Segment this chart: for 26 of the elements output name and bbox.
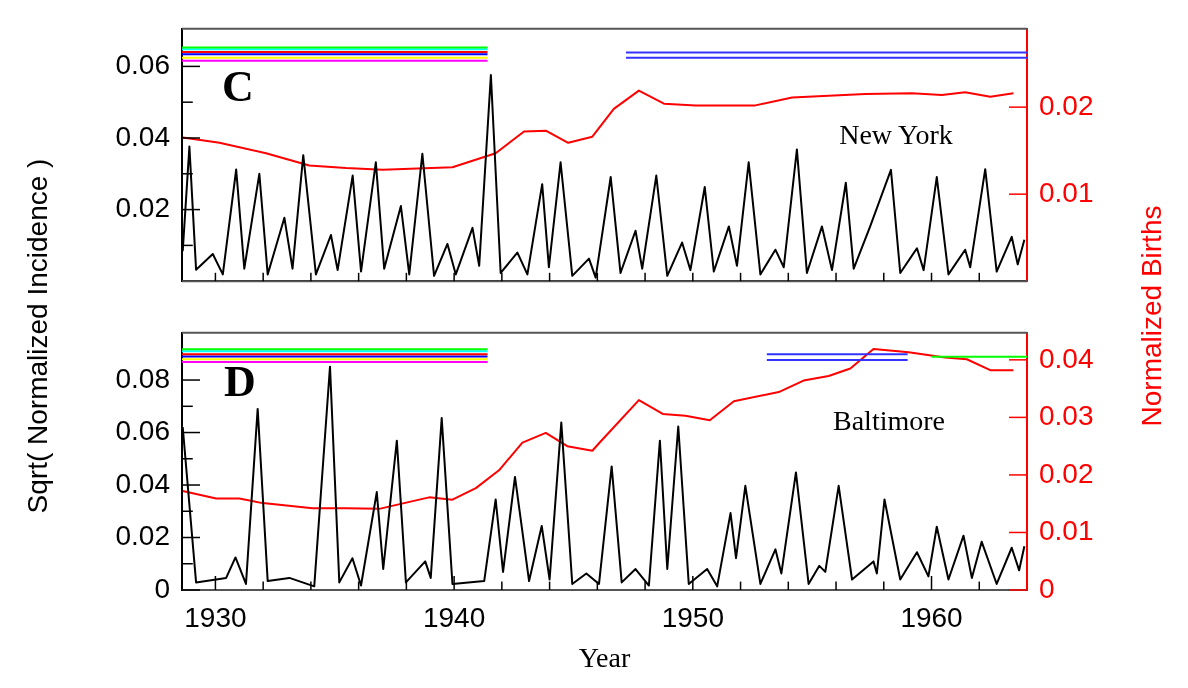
annotation: D	[224, 357, 256, 407]
y2-tick-label: 0	[1039, 572, 1055, 604]
y2-tick-label: 0.01	[1039, 176, 1094, 208]
y-tick-label: 0.04	[115, 120, 170, 152]
y2-tick-label: 0.02	[1039, 89, 1094, 121]
y-tick-label: 0.02	[115, 520, 170, 552]
y-tick-label: 0.08	[115, 362, 170, 394]
y2-tick-label: 0.03	[1039, 400, 1094, 432]
y-tick-label: 0.06	[115, 415, 170, 447]
x-axis-title: Year	[578, 642, 631, 673]
annotation: Baltimore	[833, 405, 945, 437]
y2-tick-label: 0.02	[1039, 457, 1094, 489]
y-tick-label: 0.02	[115, 192, 170, 224]
x-tick-label: 1940	[422, 601, 486, 633]
y2-tick-label: 0.04	[1039, 342, 1094, 374]
annotation: C	[222, 62, 254, 112]
annotation: New York	[839, 119, 953, 151]
y-tick-label: 0.06	[115, 49, 170, 81]
y-tick-label: 0	[154, 572, 170, 604]
x-tick-label: 1960	[900, 601, 963, 633]
y2-tick-label: 0.01	[1039, 515, 1094, 547]
y-axis-title: Sqrt( Normalized Incidence )	[22, 158, 53, 514]
y2-axis-title: Normalized Births	[1136, 205, 1167, 427]
x-tick-label: 1930	[184, 601, 247, 633]
x-tick-label: 1950	[661, 601, 724, 633]
y-tick-label: 0.04	[115, 467, 170, 499]
